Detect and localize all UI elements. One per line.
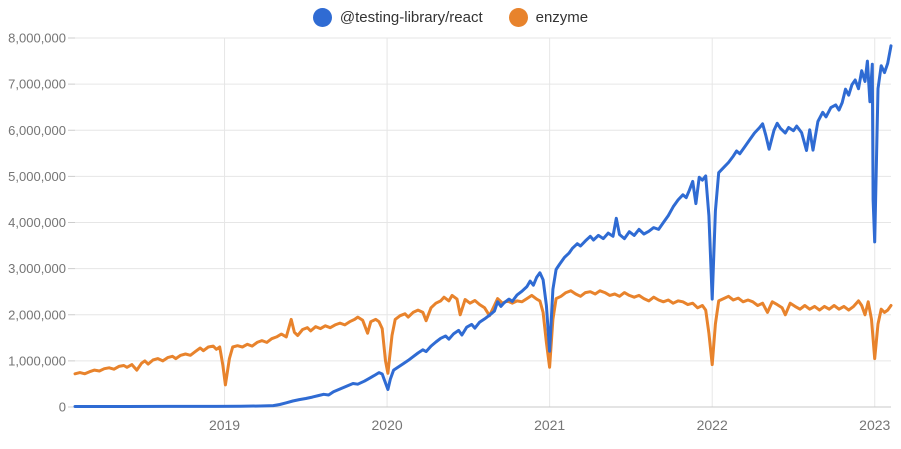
y-axis-tick-label: 8,000,000 bbox=[8, 31, 66, 46]
x-axis-tick-label: 2020 bbox=[372, 417, 403, 433]
series-marker-icon bbox=[312, 8, 332, 27]
x-axis-tick-label: 2022 bbox=[697, 417, 728, 433]
legend-label: @testing-library/react bbox=[339, 9, 483, 26]
x-axis-tick-label: 2021 bbox=[534, 417, 565, 433]
legend-item-enzyme: enzyme bbox=[508, 8, 589, 27]
y-axis-tick-label: 3,000,000 bbox=[8, 261, 66, 276]
legend-label: enzyme bbox=[535, 9, 589, 26]
legend-item-testing-library-react: @testing-library/react bbox=[312, 8, 483, 27]
y-axis-tick-label: 6,000,000 bbox=[8, 123, 66, 138]
y-axis-tick-label: 5,000,000 bbox=[8, 169, 66, 184]
chart-legend: @testing-library/react enzyme bbox=[0, 8, 901, 27]
y-axis-tick-label: 4,000,000 bbox=[8, 215, 66, 230]
x-axis-tick-label: 2023 bbox=[859, 417, 890, 433]
series-marker-icon bbox=[508, 8, 528, 27]
y-axis-tick-label: 1,000,000 bbox=[8, 353, 66, 368]
series-line--testing-library-react[interactable] bbox=[73, 44, 893, 408]
y-axis-tick-label: 0 bbox=[59, 400, 66, 415]
series-line-enzyme[interactable] bbox=[73, 289, 893, 387]
y-axis-tick-label: 7,000,000 bbox=[8, 77, 66, 92]
y-axis-tick-label: 2,000,000 bbox=[8, 307, 66, 322]
x-axis-tick-label: 2019 bbox=[209, 417, 240, 433]
